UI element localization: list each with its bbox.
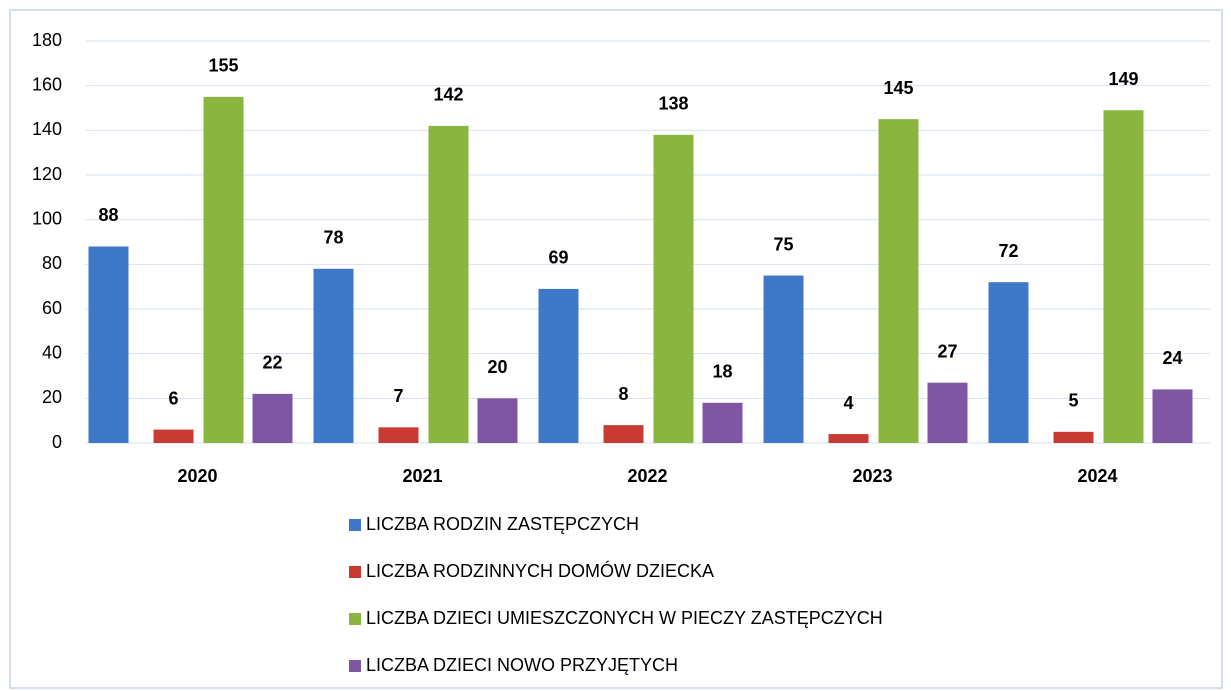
value-label: 4 xyxy=(843,393,853,413)
chart-frame xyxy=(9,9,1223,689)
bar xyxy=(378,427,419,443)
y-tick-label: 0 xyxy=(52,432,62,452)
legend-swatch xyxy=(349,519,361,531)
legend-swatch xyxy=(349,613,361,625)
bar xyxy=(477,398,518,443)
x-tick-label: 2022 xyxy=(627,466,667,486)
bar xyxy=(252,393,293,443)
bar xyxy=(878,119,919,444)
value-label: 6 xyxy=(168,388,178,408)
value-label: 142 xyxy=(433,85,463,105)
value-label: 138 xyxy=(658,94,688,114)
value-label: 24 xyxy=(1162,348,1182,368)
legend-label: LICZBA DZIECI UMIESZCZONYCH W PIECZY ZAS… xyxy=(366,608,883,628)
y-tick-label: 40 xyxy=(42,342,62,362)
y-tick-label: 180 xyxy=(32,30,62,50)
y-tick-label: 160 xyxy=(32,74,62,94)
x-tick-label: 2021 xyxy=(402,466,442,486)
value-label: 149 xyxy=(1108,69,1138,89)
bar xyxy=(538,288,579,443)
bar xyxy=(313,268,354,443)
y-tick-label: 100 xyxy=(32,208,62,228)
legend-swatch xyxy=(349,660,361,672)
value-label: 75 xyxy=(773,234,793,254)
y-tick-label: 120 xyxy=(32,164,62,184)
value-label: 69 xyxy=(548,248,568,268)
value-label: 88 xyxy=(98,205,118,225)
y-tick-label: 140 xyxy=(32,119,62,139)
bar xyxy=(828,434,869,443)
legend-label: LICZBA DZIECI NOWO PRZYJĘTYCH xyxy=(366,655,678,675)
y-tick-label: 80 xyxy=(42,253,62,273)
bar xyxy=(653,134,694,444)
legend-label: LICZBA RODZIN ZASTĘPCZYCH xyxy=(366,514,639,534)
y-tick-label: 60 xyxy=(42,298,62,318)
value-label: 72 xyxy=(998,241,1018,261)
bar xyxy=(203,96,244,443)
value-label: 145 xyxy=(883,78,913,98)
bar xyxy=(1152,389,1193,443)
value-label: 22 xyxy=(262,353,282,373)
bar xyxy=(603,425,644,443)
value-label: 20 xyxy=(487,357,507,377)
x-tick-label: 2024 xyxy=(1077,466,1117,486)
value-label: 18 xyxy=(712,362,732,382)
bar xyxy=(428,125,469,443)
legend-swatch xyxy=(349,566,361,578)
bar xyxy=(153,429,194,443)
value-label: 78 xyxy=(323,228,343,248)
y-tick-label: 20 xyxy=(42,387,62,407)
bar xyxy=(88,246,129,443)
value-label: 7 xyxy=(393,386,403,406)
value-label: 5 xyxy=(1068,391,1078,411)
bar xyxy=(927,382,968,443)
value-label: 8 xyxy=(618,384,628,404)
bar xyxy=(988,282,1029,443)
x-tick-label: 2020 xyxy=(177,466,217,486)
bar xyxy=(763,275,804,443)
bar xyxy=(702,402,743,443)
x-tick-label: 2023 xyxy=(852,466,892,486)
bar xyxy=(1103,110,1144,443)
value-label: 27 xyxy=(937,341,957,361)
value-label: 155 xyxy=(208,56,238,76)
legend-label: LICZBA RODZINNYCH DOMÓW DZIECKA xyxy=(366,560,714,581)
bar xyxy=(1053,431,1094,443)
